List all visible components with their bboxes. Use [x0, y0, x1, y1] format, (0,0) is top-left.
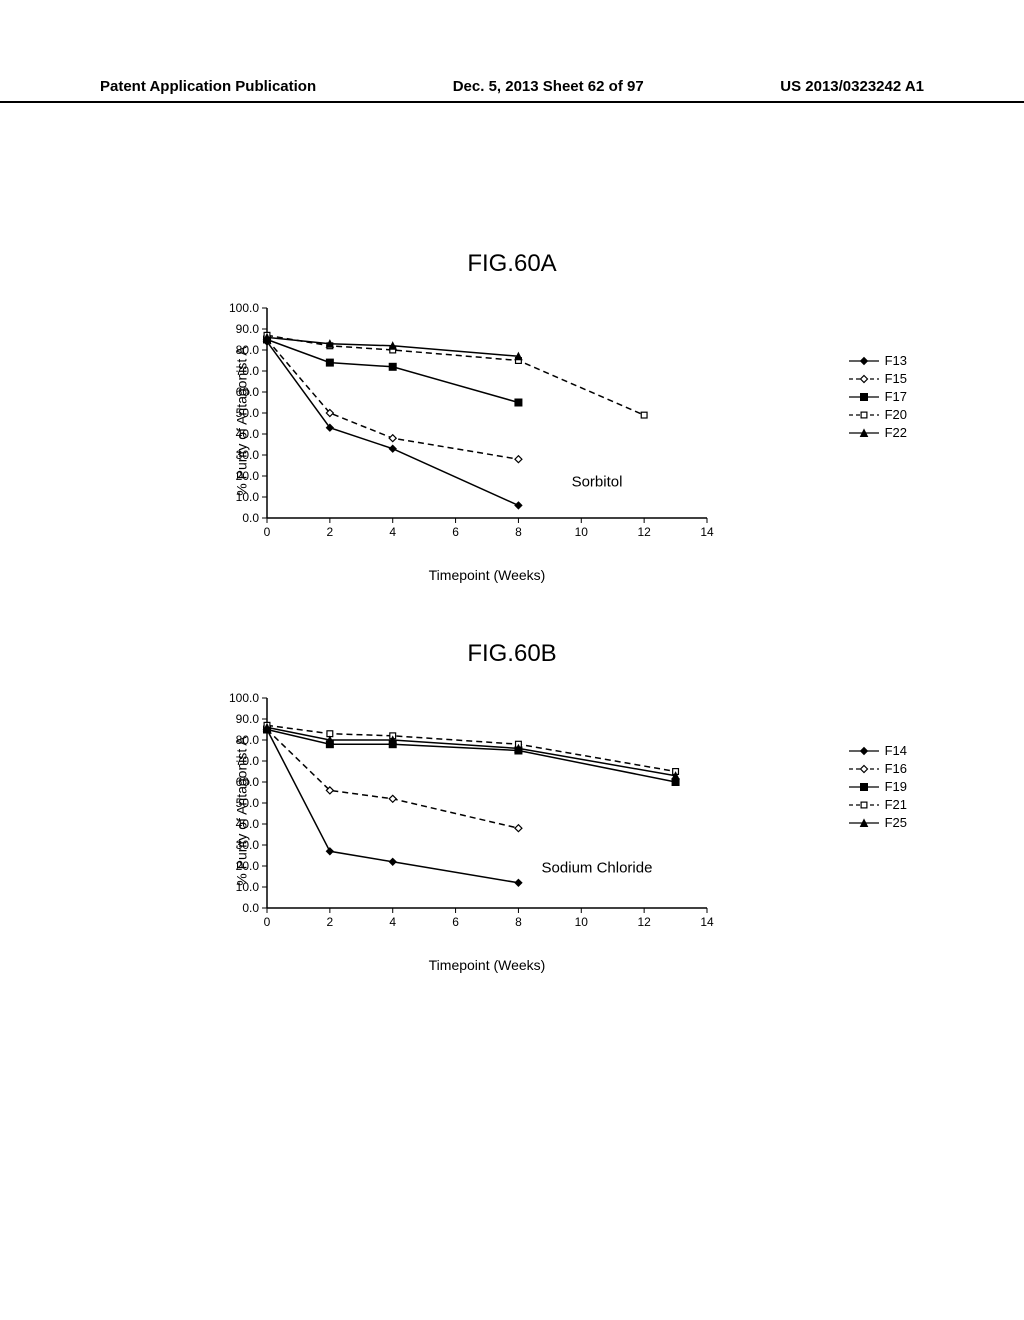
figure-a-title: FIG.60A — [0, 250, 1024, 278]
x-axis-label: Timepoint (Weeks) — [267, 567, 707, 583]
figure-a-block: FIG.60A 0.010.020.030.040.050.060.070.08… — [0, 250, 1024, 558]
svg-text:4: 4 — [389, 915, 396, 929]
legend-label-F16: F16 — [885, 761, 907, 776]
svg-text:Sodium Chloride: Sodium Chloride — [542, 859, 653, 876]
svg-text:Sorbitol: Sorbitol — [572, 474, 623, 491]
svg-text:12: 12 — [637, 915, 651, 929]
svg-text:8: 8 — [515, 915, 522, 929]
svg-text:0: 0 — [264, 525, 271, 539]
y-axis-label: % Purity of Antagonist A — [234, 736, 250, 885]
svg-text:0.0: 0.0 — [242, 901, 259, 915]
legend-label-F25: F25 — [885, 815, 907, 830]
legend-swatch-F15 — [849, 372, 879, 386]
svg-text:2: 2 — [327, 915, 334, 929]
y-axis-label: % Purity of Antagonist A — [234, 346, 250, 495]
legend-swatch-F19 — [849, 780, 879, 794]
svg-text:6: 6 — [452, 525, 459, 539]
svg-text:2: 2 — [327, 525, 334, 539]
legend-swatch-F22 — [849, 426, 879, 440]
legend-label-F22: F22 — [885, 425, 907, 440]
legend-item-F20: F20 — [849, 407, 907, 422]
svg-text:0: 0 — [264, 915, 271, 929]
legend-swatch-F20 — [849, 408, 879, 422]
svg-text:14: 14 — [700, 525, 714, 539]
legend-label-F20: F20 — [885, 407, 907, 422]
legend-swatch-F14 — [849, 744, 879, 758]
legend-item-F19: F19 — [849, 779, 907, 794]
figure-b-title: FIG.60B — [0, 640, 1024, 668]
legend-label-F14: F14 — [885, 743, 907, 758]
figure-b-block: FIG.60B 0.010.020.030.040.050.060.070.08… — [0, 640, 1024, 948]
svg-text:14: 14 — [700, 915, 714, 929]
legend-label-F17: F17 — [885, 389, 907, 404]
legend-swatch-F25 — [849, 816, 879, 830]
chart-b: 0.010.020.030.040.050.060.070.080.090.01… — [197, 688, 827, 948]
legend-label-F15: F15 — [885, 371, 907, 386]
legend-label-F19: F19 — [885, 779, 907, 794]
svg-text:0.0: 0.0 — [242, 511, 259, 525]
svg-text:12: 12 — [637, 525, 651, 539]
legend: F13 F15 F17 F20 F22 — [849, 353, 907, 443]
legend-item-F17: F17 — [849, 389, 907, 404]
chart-a: 0.010.020.030.040.050.060.070.080.090.01… — [197, 298, 827, 558]
legend-item-F22: F22 — [849, 425, 907, 440]
legend-item-F25: F25 — [849, 815, 907, 830]
legend-swatch-F17 — [849, 390, 879, 404]
legend-swatch-F13 — [849, 354, 879, 368]
header-row: Patent Application Publication Dec. 5, 2… — [100, 78, 924, 95]
svg-text:90.0: 90.0 — [236, 712, 260, 726]
legend-label-F13: F13 — [885, 353, 907, 368]
svg-text:8: 8 — [515, 525, 522, 539]
svg-text:90.0: 90.0 — [236, 322, 260, 336]
legend-item-F14: F14 — [849, 743, 907, 758]
svg-text:10: 10 — [575, 525, 589, 539]
legend-item-F21: F21 — [849, 797, 907, 812]
legend: F14 F16 F19 F21 F25 — [849, 743, 907, 833]
x-axis-label: Timepoint (Weeks) — [267, 957, 707, 973]
svg-text:100.0: 100.0 — [229, 691, 259, 705]
svg-text:100.0: 100.0 — [229, 301, 259, 315]
svg-text:4: 4 — [389, 525, 396, 539]
svg-text:6: 6 — [452, 915, 459, 929]
legend-swatch-F21 — [849, 798, 879, 812]
header-right: US 2013/0323242 A1 — [780, 78, 924, 95]
legend-item-F16: F16 — [849, 761, 907, 776]
legend-label-F21: F21 — [885, 797, 907, 812]
page-header: Patent Application Publication Dec. 5, 2… — [0, 78, 1024, 103]
header-left: Patent Application Publication — [100, 78, 316, 95]
legend-item-F15: F15 — [849, 371, 907, 386]
header-center: Dec. 5, 2013 Sheet 62 of 97 — [453, 78, 644, 95]
legend-item-F13: F13 — [849, 353, 907, 368]
legend-swatch-F16 — [849, 762, 879, 776]
svg-text:10: 10 — [575, 915, 589, 929]
